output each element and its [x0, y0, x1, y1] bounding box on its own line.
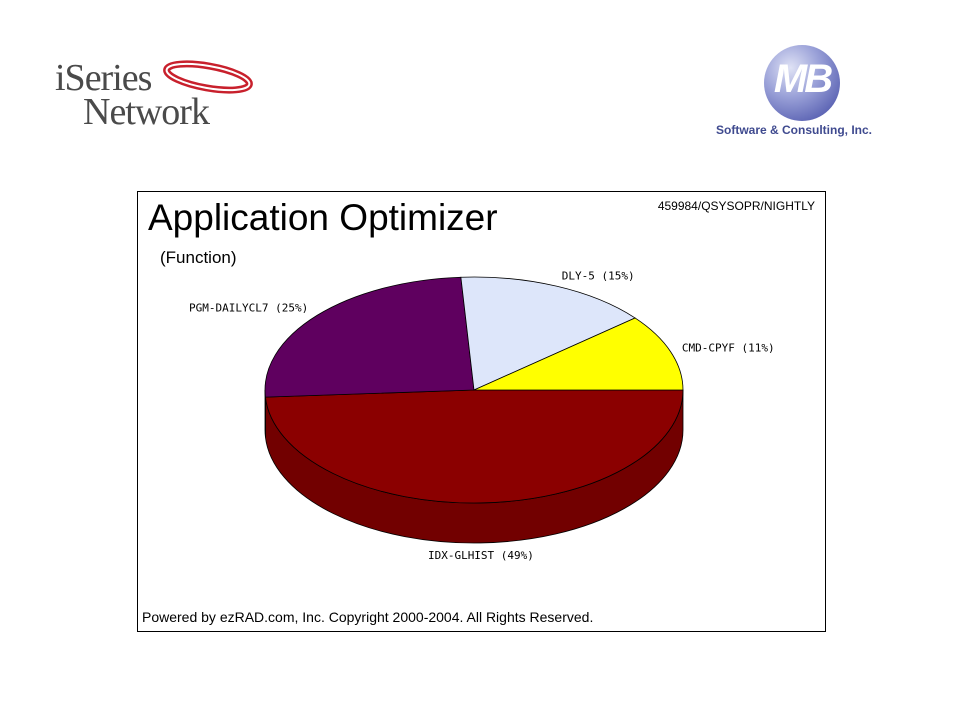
pie-slice-0 — [264, 389, 684, 504]
pie-slice-3 — [473, 317, 684, 391]
chart-footer: Powered by ezRAD.com, Inc. Copyright 200… — [142, 609, 594, 625]
pie-slice-1 — [264, 276, 475, 398]
logo-sphere-icon — [764, 45, 840, 121]
job-identifier: 459984/QSYSOPR/NIGHTLY — [657, 199, 815, 213]
pie-label-0: IDX-GLHIST (49%) — [428, 549, 534, 562]
logo-word-iseries: iSeries — [55, 57, 152, 99]
iseries-network-logo: iSeries Network — [50, 55, 260, 135]
logo-tagline: Software & Consulting, Inc. — [716, 123, 873, 137]
logo-word-network: Network — [83, 91, 210, 133]
pie-label-2: DLY-5 (15%) — [562, 269, 635, 282]
mb-software-logo: MB Software & Consulting, Inc. — [710, 45, 900, 140]
chart-title: Application Optimizer — [148, 197, 498, 238]
logo-swoosh-icon — [163, 60, 253, 94]
chart-frame: Application Optimizer (Function) 459984/… — [137, 191, 826, 632]
chart-subtitle: (Function) — [160, 248, 237, 267]
logo-mark: MB — [773, 57, 833, 101]
pie-label-1: PGM-DAILYCL7 (25%) — [189, 301, 308, 314]
pie-slice-2 — [460, 276, 636, 391]
pie-chart: IDX-GLHIST (49%) PGM-DAILYCL7 (25%) DLY-5 … — [189, 269, 775, 562]
pie-label-3: CMD-CPYF (11%) — [682, 342, 775, 355]
